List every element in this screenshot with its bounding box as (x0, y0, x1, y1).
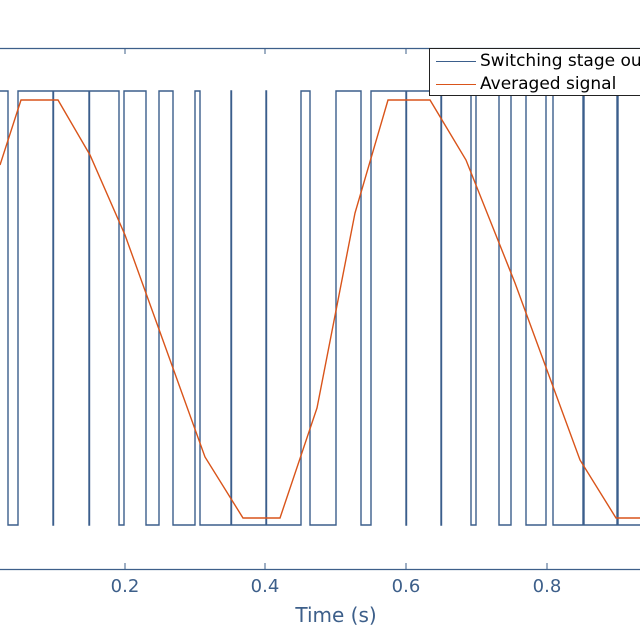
legend-swatch-orange (436, 83, 476, 85)
averaged-signal-series (0, 99, 640, 519)
switching-stage-series (0, 90, 640, 526)
x-tick-label: 0.8 (532, 576, 562, 597)
x-axis-label: Time (s) (295, 603, 377, 627)
legend-item-averaged: Averaged signal (430, 73, 616, 95)
x-tick-label: 0.4 (250, 576, 280, 597)
x-tick-label: 0.6 (391, 576, 421, 597)
legend-label: Switching stage ou (480, 51, 640, 71)
legend-label: Averaged signal (480, 74, 617, 94)
legend: Switching stage ou Averaged signal (429, 48, 640, 96)
legend-swatch-blue (436, 60, 476, 62)
x-tick-label: 0.2 (110, 576, 140, 597)
legend-item-switching: Switching stage ou (430, 50, 640, 72)
